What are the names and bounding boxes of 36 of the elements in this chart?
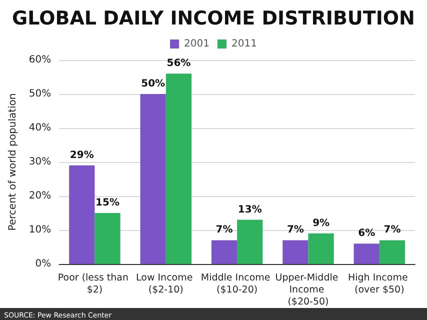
y-tick-label: 50% (28, 88, 52, 100)
data-label: 9% (312, 218, 330, 229)
x-tick-label: Poor (less than $2) (58, 272, 132, 296)
bar (308, 233, 334, 264)
x-tick-label: Middle Income ($10-20) (200, 272, 274, 296)
y-tick-label: 60% (28, 54, 52, 66)
legend-label: 2011 (232, 38, 257, 50)
chart-title: GLOBAL DAILY INCOME DISTRIBUTION (12, 8, 415, 30)
bar (211, 240, 238, 264)
data-label: 7% (384, 224, 401, 236)
legend-label: 2001 (184, 38, 210, 50)
y-tick-label: 40% (28, 122, 52, 134)
bar (166, 74, 192, 264)
data-label: 7% (216, 224, 233, 236)
y-tick-label: 10% (28, 224, 52, 236)
y-axis-title: Percent of world population (8, 93, 18, 231)
data-label: 7% (286, 224, 304, 236)
y-tick-label: 20% (28, 190, 52, 202)
bar (379, 240, 406, 264)
bar (237, 220, 263, 264)
y-tick-label: 30% (28, 156, 52, 168)
data-label: 56% (166, 58, 191, 70)
data-label: 6% (358, 228, 376, 240)
data-label: 29% (70, 150, 94, 161)
bar (140, 94, 166, 264)
y-tick-label: 0% (35, 258, 52, 270)
bar (354, 244, 380, 264)
x-tick-label: Upper-Middle Income ($20-50) (275, 272, 342, 308)
data-label: 15% (96, 198, 120, 208)
bar (282, 240, 308, 264)
bar (69, 165, 95, 264)
data-label: 50% (141, 78, 166, 90)
bar (94, 213, 120, 264)
data-label: 13% (238, 204, 262, 216)
x-tick-label: Low Income ($2-10) (136, 272, 196, 296)
x-tick-label: High Income (over $50) (348, 272, 411, 296)
